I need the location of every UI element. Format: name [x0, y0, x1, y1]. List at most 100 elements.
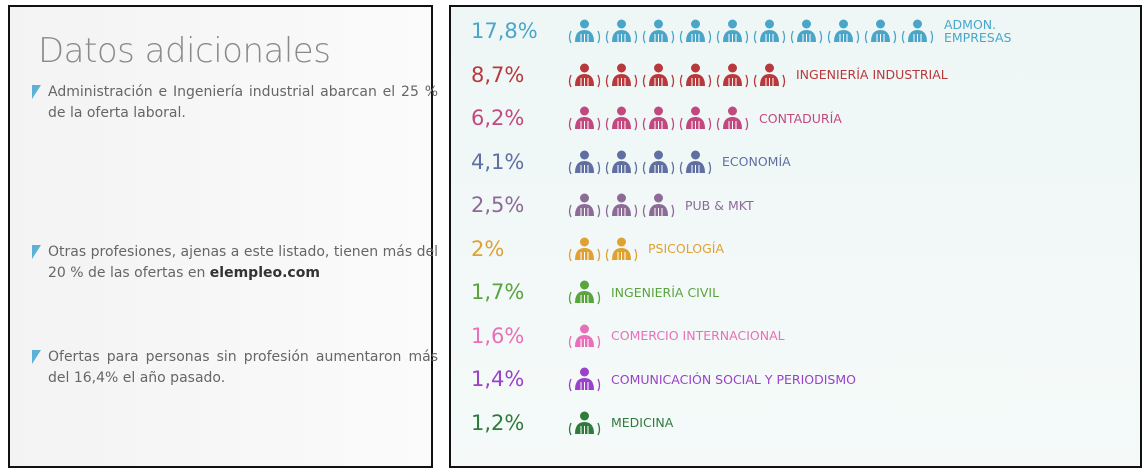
bracket [827, 30, 860, 44]
note-text: Ofertas para personas sin profesión aume… [48, 349, 438, 386]
note-link: elempleo.com [209, 265, 320, 281]
row: 2% PSICOLOGÍA [471, 229, 724, 269]
bracket [679, 74, 712, 87]
legs [691, 164, 700, 173]
icon-group [566, 366, 603, 392]
value-label: 2,5% [471, 193, 525, 217]
bracket [716, 30, 749, 44]
head [654, 193, 663, 203]
category-label: INGENIERÍA INDUSTRIAL [796, 67, 948, 82]
category-label: MEDICINA [611, 415, 674, 430]
value-label: 1,2% [471, 410, 525, 435]
head [654, 150, 663, 159]
head [580, 411, 589, 420]
legs [691, 34, 700, 42]
head [691, 19, 700, 29]
head [765, 19, 774, 29]
person-icon [568, 106, 601, 131]
head [580, 193, 589, 203]
person-icon [568, 193, 601, 218]
person-icon [642, 106, 675, 131]
person-icon [753, 19, 786, 44]
note: Otras profesiones, ajenas a este listado… [30, 242, 438, 284]
bracket [568, 161, 601, 174]
legs [654, 164, 663, 173]
head [617, 19, 626, 29]
bracket [901, 30, 934, 44]
value-label: 1,4% [471, 367, 525, 391]
bracket [605, 74, 638, 87]
legs [839, 34, 848, 42]
row: 2,5% PUB & MKT [471, 185, 754, 225]
bracket [568, 204, 601, 218]
head [876, 19, 885, 29]
bracket [753, 74, 786, 87]
legs [654, 77, 663, 86]
category-label: ECONOMÍA [722, 154, 791, 169]
person-icon [568, 411, 601, 435]
category-label: PUB & MKT [685, 197, 754, 213]
head [580, 106, 589, 116]
legs [617, 164, 626, 173]
icon-group [566, 192, 677, 218]
person-icon [642, 193, 675, 218]
bracket [679, 30, 712, 44]
person-icon [790, 19, 823, 44]
head [580, 237, 589, 246]
bracket [568, 30, 601, 44]
head [728, 63, 737, 72]
legs [654, 208, 663, 216]
bracket [605, 204, 638, 218]
head [580, 19, 589, 29]
category-label: COMUNICACIÓN SOCIAL Y PERIODISMO [611, 371, 856, 387]
person-icon [679, 63, 712, 87]
bracket [753, 30, 786, 44]
row: 1,4% COMUNICACIÓN SOCIAL Y PERIODISMO [471, 359, 856, 399]
legs [876, 34, 885, 42]
person-icon [753, 63, 786, 87]
person-icon [605, 106, 638, 131]
head [617, 237, 626, 246]
legs [580, 425, 589, 434]
value-label: 4,1% [471, 149, 525, 174]
bracket [864, 30, 897, 44]
bracket [605, 248, 638, 261]
head [691, 106, 700, 116]
chart: 17,8% ADMON. EMPRESAS 8,7% INGENIERÍA INDUS… [449, 5, 1142, 468]
legs [691, 77, 700, 86]
legs [691, 121, 700, 129]
person-icon [568, 150, 601, 174]
category-label: COMERCIO INTERNACIONAL [611, 328, 785, 343]
bracket [716, 74, 749, 87]
head [580, 150, 589, 159]
head [617, 63, 626, 72]
head [691, 63, 700, 72]
icon-group [566, 236, 640, 262]
person-icon [568, 63, 601, 87]
person-icon [568, 19, 601, 44]
category-label: CONTADURÍA [759, 110, 842, 126]
head [617, 106, 626, 116]
note-text: Administración e Ingeniería industrial a… [48, 84, 438, 121]
head [691, 150, 700, 159]
bracket [605, 117, 638, 131]
person-icon [568, 324, 601, 348]
value-label: 17,8% [471, 19, 538, 43]
bracket [568, 378, 601, 392]
value-label: 6,2% [471, 106, 525, 130]
bracket [568, 335, 601, 348]
icon-group [566, 410, 603, 436]
head [765, 63, 774, 72]
row: 1,7% INGENIERÍA CIVIL [471, 272, 719, 312]
bracket [605, 161, 638, 174]
bracket [568, 248, 601, 261]
person-icon [716, 19, 749, 44]
row: 6,2% CONTADURÍA [471, 98, 842, 138]
person-icon [864, 19, 897, 44]
person-icon [827, 19, 860, 44]
head [580, 63, 589, 72]
value-label: 8,7% [471, 62, 525, 87]
row: 1,6% COMERCIO INTERNACIONAL [471, 316, 785, 356]
category-label: PSICOLOGÍA [648, 241, 725, 256]
